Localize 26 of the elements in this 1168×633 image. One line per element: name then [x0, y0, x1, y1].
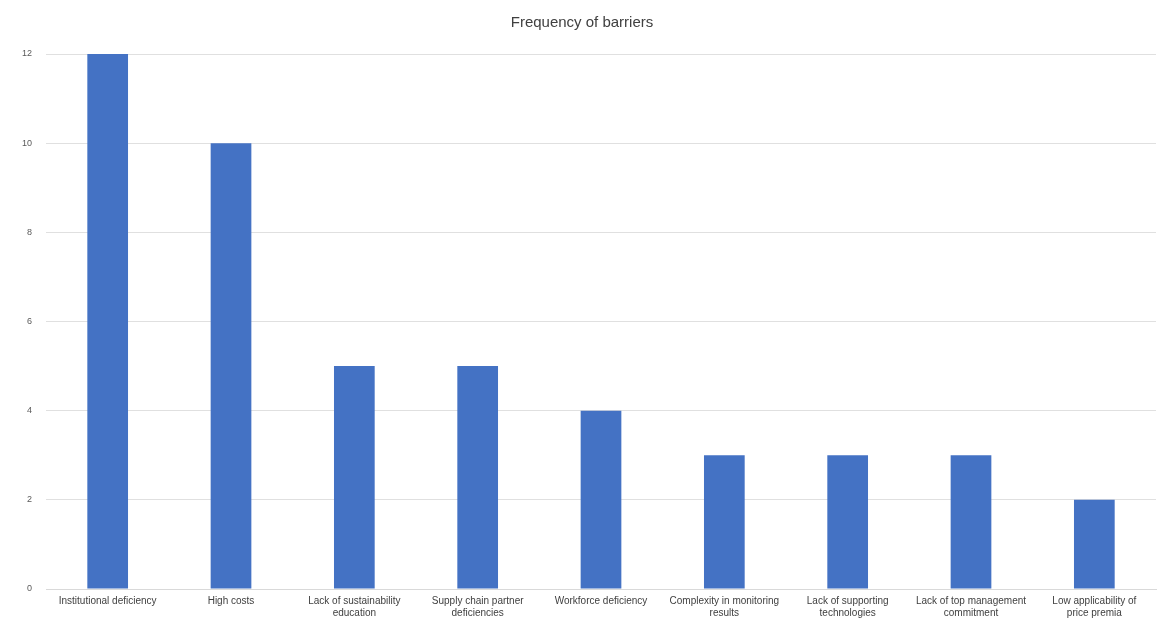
y-tick-label: 0: [27, 583, 33, 594]
x-tick-label: Institutional deficiency: [58, 594, 157, 606]
bar: [827, 455, 869, 589]
x-tick-label: Low applicability of price premia: [1052, 594, 1137, 618]
x-tick-label: Lack of top management commitment: [915, 594, 1027, 618]
bar: [210, 143, 252, 589]
bar: [333, 366, 375, 589]
bar: [580, 410, 622, 589]
y-tick-label: 10: [22, 137, 33, 148]
chart-title: Frequency of barriers: [510, 13, 654, 31]
bar: [703, 455, 745, 589]
bar: [1073, 499, 1115, 589]
x-tick-label: Workforce deficiency: [554, 594, 648, 606]
x-tick-label: Lack of supporting technologies: [806, 594, 889, 618]
x-tick-label: Lack of sustainability education: [308, 594, 401, 618]
y-tick-label: 2: [27, 494, 33, 505]
y-tick-label: 4: [27, 405, 33, 416]
bar: [950, 455, 992, 589]
x-tick-label: Supply chain partner deficiencies: [431, 594, 525, 618]
y-tick-label: 6: [27, 315, 33, 326]
x-tick-label: High costs: [207, 594, 255, 606]
bar: [457, 366, 499, 589]
y-tick-label: 8: [27, 226, 33, 237]
x-tick-label: Complexity in monitoring results: [669, 594, 780, 618]
y-tick-label: 12: [22, 48, 33, 59]
bar: [87, 54, 129, 589]
